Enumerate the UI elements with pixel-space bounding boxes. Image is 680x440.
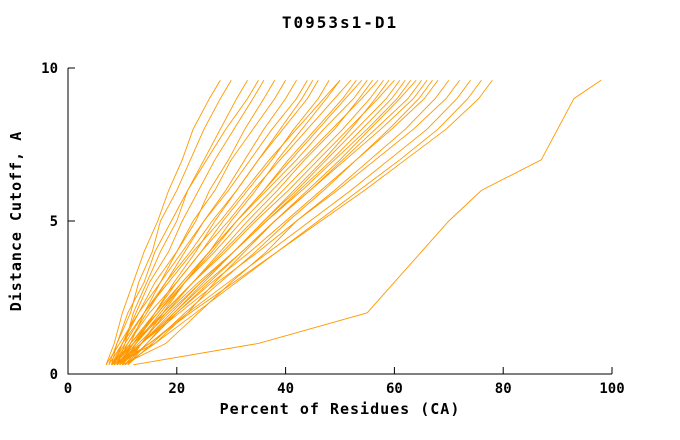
model-curve <box>113 79 368 366</box>
model-curve <box>111 79 352 366</box>
model-curve <box>111 80 319 366</box>
x-tick-label: 0 <box>64 381 72 397</box>
model-curve <box>116 79 493 366</box>
x-axis-label: Percent of Residues (CA) <box>219 400 461 418</box>
x-tick-label: 40 <box>277 381 294 397</box>
model-curve <box>119 80 330 366</box>
model-curve <box>108 79 341 366</box>
model-curve <box>121 80 276 365</box>
model-curve <box>111 80 232 365</box>
model-curve <box>105 80 221 365</box>
model-curve <box>113 79 395 366</box>
model-curve <box>111 80 286 366</box>
model-curve <box>133 79 602 366</box>
model-curve <box>111 79 412 366</box>
model-curve <box>113 80 265 365</box>
x-tick-label: 60 <box>386 381 403 397</box>
model-curve <box>122 79 401 366</box>
model-curve <box>122 79 450 366</box>
model-curve <box>105 80 308 366</box>
model-curve <box>116 80 297 366</box>
model-curve <box>127 79 433 366</box>
model-curve <box>124 79 417 366</box>
model-curve <box>127 79 390 366</box>
model-curve <box>116 79 439 366</box>
model-curve <box>111 79 379 366</box>
model-curve <box>127 79 341 366</box>
model-curve <box>116 80 248 365</box>
model-curve <box>108 80 259 365</box>
y-tick-label: 10 <box>41 61 58 77</box>
x-tick-label: 80 <box>495 381 512 397</box>
model-curve <box>124 79 482 366</box>
chart-title: T0953s1-D1 <box>281 13 399 32</box>
model-curve <box>113 79 461 366</box>
x-tick-label: 100 <box>599 381 624 397</box>
x-tick-label: 20 <box>168 381 185 397</box>
model-curve <box>119 79 471 366</box>
y-tick-label: 5 <box>50 214 58 230</box>
y-tick-label: 0 <box>50 367 58 383</box>
model-curve <box>124 79 374 366</box>
model-curve <box>116 79 384 366</box>
